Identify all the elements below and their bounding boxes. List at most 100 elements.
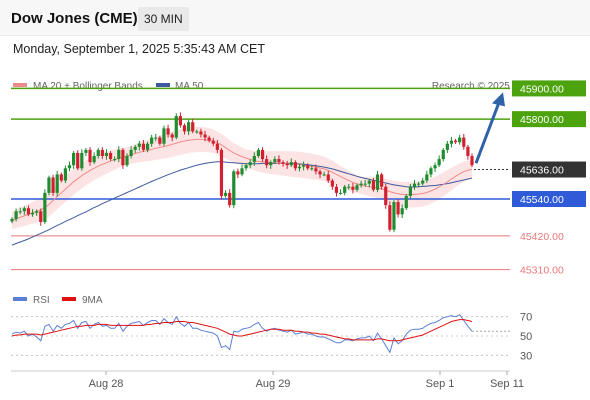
price-chart: MA 20 + Bollinger Bands MA 50 Research ©… xyxy=(10,80,586,277)
candle-body xyxy=(433,165,437,169)
candle-body xyxy=(363,183,367,185)
level-label-45636.00: 45636.00 xyxy=(520,165,564,177)
forecast-arrow xyxy=(474,92,505,164)
candle-body xyxy=(318,171,322,175)
moving-averages xyxy=(11,138,473,246)
rsi-grid: 70 50 30 xyxy=(11,312,532,362)
candle-body xyxy=(384,186,388,206)
bollinger-bands xyxy=(12,126,472,230)
candle-body xyxy=(108,152,113,160)
level-label-45900.00: 45900.00 xyxy=(520,83,564,95)
timestamp: Monday, September 1, 2025 5:35:43 AM CET xyxy=(13,42,265,56)
candle-body xyxy=(330,180,334,187)
chart-header: Dow Jones (CME) 30 MIN xyxy=(0,0,590,36)
candle-body xyxy=(347,186,351,188)
candle-body xyxy=(375,174,380,190)
price-levels xyxy=(11,87,510,271)
candle-body xyxy=(256,149,261,156)
rsi-tick-70: 70 xyxy=(520,312,532,324)
candle-body xyxy=(285,163,289,166)
candle-body xyxy=(228,192,232,206)
ma50-line xyxy=(11,161,473,246)
candle-body xyxy=(47,177,51,193)
candle-body xyxy=(437,159,441,166)
candle-body xyxy=(260,149,265,160)
candle-body xyxy=(441,149,445,160)
candle-body xyxy=(404,195,408,209)
candle-body xyxy=(338,192,343,194)
ma50-legend-label: MA 50 xyxy=(175,81,204,92)
candle-body xyxy=(248,162,252,166)
candle-body xyxy=(39,211,43,223)
level-box-45636.00 xyxy=(512,161,586,178)
candle-body xyxy=(219,149,224,196)
candle-body xyxy=(215,143,219,150)
time-label-aug-29: Aug 29 xyxy=(256,378,291,390)
candle-body xyxy=(22,208,26,212)
candle-body xyxy=(412,183,417,187)
candle-body xyxy=(302,165,306,167)
candle-body xyxy=(306,165,310,169)
candle-body xyxy=(293,162,297,169)
candle-body xyxy=(273,159,277,163)
rsi-chart: RSI 9MA 70 50 30 Aug 28 Aug 29 Sep 1 Sep 11 xyxy=(11,295,532,390)
candle-body xyxy=(445,143,449,150)
instrument-title: Dow Jones (CME) xyxy=(11,10,138,27)
candle-body xyxy=(211,140,215,144)
candle-body xyxy=(203,134,207,138)
candle-body xyxy=(137,143,141,147)
level-box-45800.00 xyxy=(512,111,586,128)
main-legend: MA 20 + Bollinger Bands MA 50 Research ©… xyxy=(13,81,581,92)
level-label-45800.00: 45800.00 xyxy=(520,114,564,126)
candle-body xyxy=(113,159,117,161)
candle-body xyxy=(100,149,104,156)
candle-body xyxy=(421,180,425,184)
candle-body xyxy=(252,156,256,163)
rsi-tick-30: 30 xyxy=(520,350,532,362)
candle-body xyxy=(80,152,84,169)
candle-body xyxy=(232,171,236,206)
level-label-45310.00: 45310.00 xyxy=(520,265,564,277)
candle-body xyxy=(166,128,170,135)
candle-body xyxy=(462,137,466,147)
candle-body xyxy=(125,156,129,166)
rsi-ma-legend-swatch xyxy=(62,297,76,301)
candle-body xyxy=(14,211,18,219)
candle-body xyxy=(63,168,67,181)
level-label-45540.00: 45540.00 xyxy=(520,194,564,206)
time-label-aug-28: Aug 28 xyxy=(89,378,124,390)
candle-body xyxy=(392,202,396,230)
rsi-legend-label: RSI xyxy=(33,295,50,306)
candle-body xyxy=(104,152,109,156)
timeframe-badge[interactable]: 30 MIN xyxy=(138,7,189,31)
candle-body xyxy=(10,218,14,222)
candle-body xyxy=(162,128,166,144)
candle-body xyxy=(458,137,462,143)
candle-body xyxy=(240,168,244,175)
candle-body xyxy=(117,149,121,160)
candle-body xyxy=(281,162,285,164)
ma20-legend-swatch xyxy=(13,83,27,87)
candle-body xyxy=(470,156,474,166)
candle-body xyxy=(59,174,63,181)
time-label-sep-1: Sep 1 xyxy=(426,378,455,390)
candle-body xyxy=(371,180,376,190)
candle-body xyxy=(334,186,339,193)
rsi-legend: RSI 9MA xyxy=(13,295,103,306)
candle-body xyxy=(121,149,125,166)
candle-body xyxy=(133,146,137,150)
copyright-text: Research © 2025 Trading Central xyxy=(432,81,581,92)
candle-body xyxy=(429,168,433,175)
candle-body xyxy=(466,146,470,156)
candle-body xyxy=(199,131,203,135)
candle-body xyxy=(92,156,96,163)
candle-body xyxy=(326,174,330,181)
candle-body xyxy=(43,192,47,223)
candle-body xyxy=(400,208,404,215)
candle-body xyxy=(396,202,400,215)
candle-body xyxy=(35,211,39,213)
level-box-45900.00 xyxy=(512,80,586,97)
candle-body xyxy=(150,137,154,144)
candle-body xyxy=(449,140,454,144)
candle-body xyxy=(388,205,392,230)
